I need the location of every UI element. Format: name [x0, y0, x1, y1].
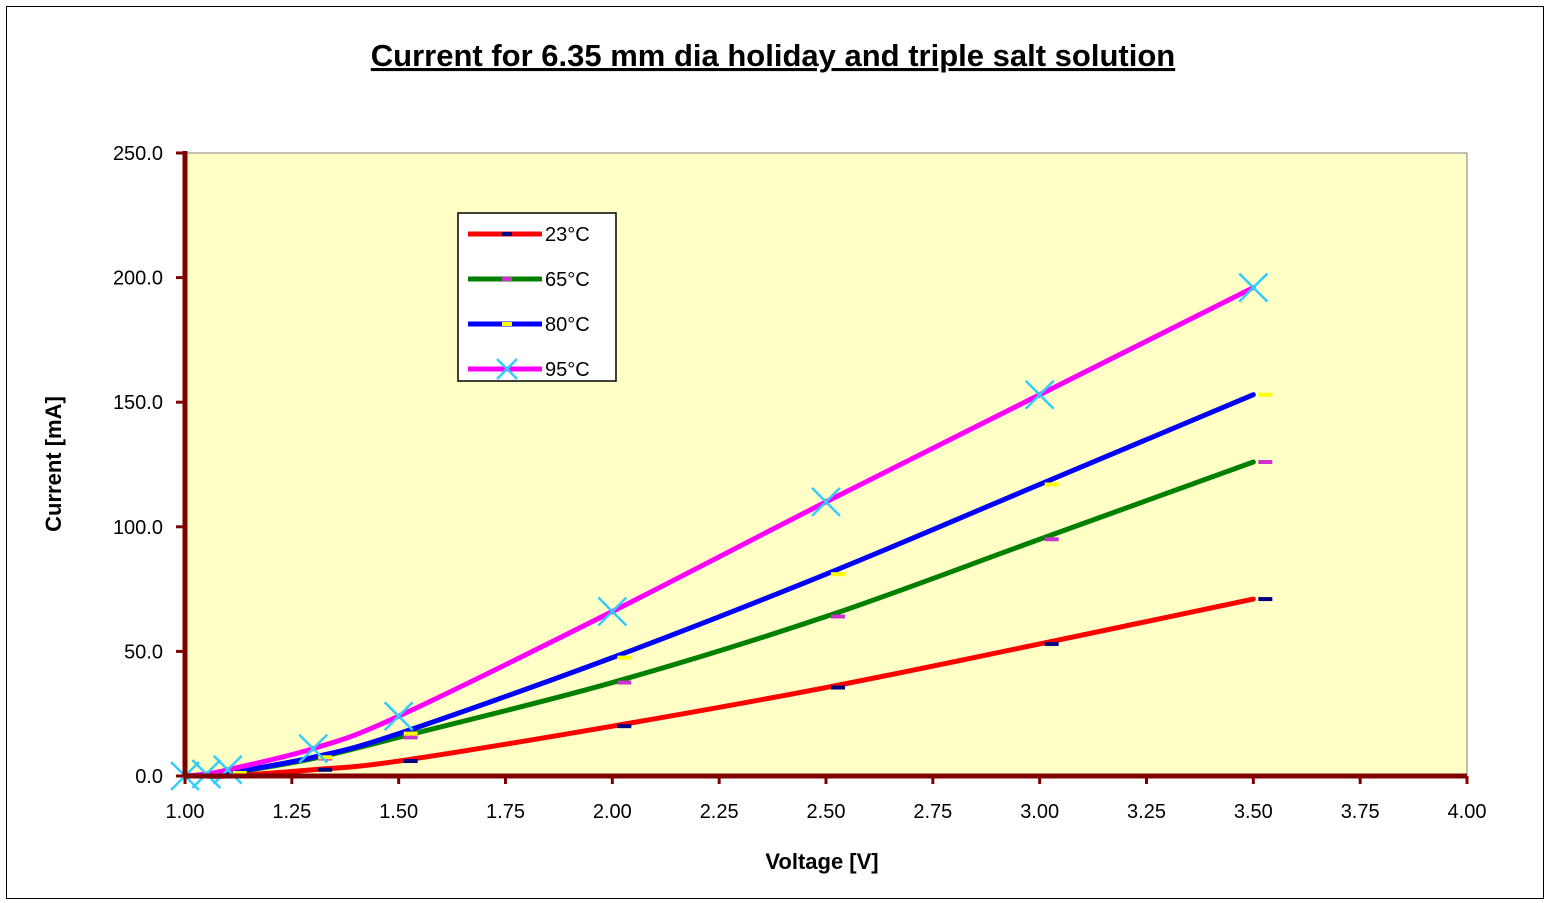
legend-item: 65°C — [468, 269, 590, 291]
chart-title: Current for 6.35 mm dia holiday and trip… — [371, 38, 1175, 73]
legend-label: 65°C — [545, 269, 590, 291]
y-tick-label: 150.0 — [113, 392, 163, 414]
x-tick-label: 3.25 — [1127, 801, 1166, 823]
data-point — [597, 596, 628, 627]
legend-label: 23°C — [545, 224, 590, 246]
data-point — [212, 754, 243, 785]
data-point — [811, 486, 841, 517]
x-tick-label: 2.50 — [807, 801, 846, 823]
x-tick-label: 1.75 — [486, 801, 525, 823]
data-point — [298, 733, 329, 764]
x-tick-label: 2.75 — [913, 801, 952, 823]
x-tick-label: 2.25 — [700, 801, 739, 823]
data-point — [383, 701, 414, 732]
legend: 23°C 65°C 80°C 95°C — [457, 212, 617, 382]
x-tick-label: 4.00 — [1448, 801, 1487, 823]
series-line — [182, 392, 1256, 779]
tick-labels: 1.00 1.25 1.50 1.75 2.00 2.25 2.50 2.75 3.00 3.25… — [113, 143, 1487, 823]
data-point — [1024, 379, 1055, 410]
y-tick-label: 50.0 — [124, 641, 163, 663]
legend-box — [457, 212, 617, 382]
legend-item: 95°C — [468, 358, 590, 381]
legend-label: 95°C — [545, 359, 590, 381]
axes — [176, 151, 1469, 784]
x-tick-label: 3.50 — [1234, 801, 1273, 823]
y-tick-label: 200.0 — [113, 268, 163, 290]
y-axis-title: Current [mA] — [41, 396, 66, 532]
x-tick-label: 3.75 — [1341, 801, 1380, 823]
y-tick-label: 250.0 — [113, 143, 163, 165]
x-tick-label: 2.00 — [593, 801, 632, 823]
y-tick-label: 0.0 — [135, 766, 163, 788]
legend-item: 23°C — [468, 224, 590, 246]
x-tick-label: 1.00 — [166, 801, 205, 823]
x-tick-label: 1.25 — [272, 801, 311, 823]
x-tick-label: 1.50 — [379, 801, 418, 823]
legend-label: 80°C — [545, 314, 590, 336]
data-point — [1238, 272, 1269, 303]
y-tick-label: 100.0 — [113, 517, 163, 539]
legend-item: 80°C — [468, 314, 590, 336]
x-tick-label: 3.00 — [1020, 801, 1059, 823]
plot-area — [184, 152, 1468, 777]
x-axis-title: Voltage [V] — [765, 849, 878, 874]
